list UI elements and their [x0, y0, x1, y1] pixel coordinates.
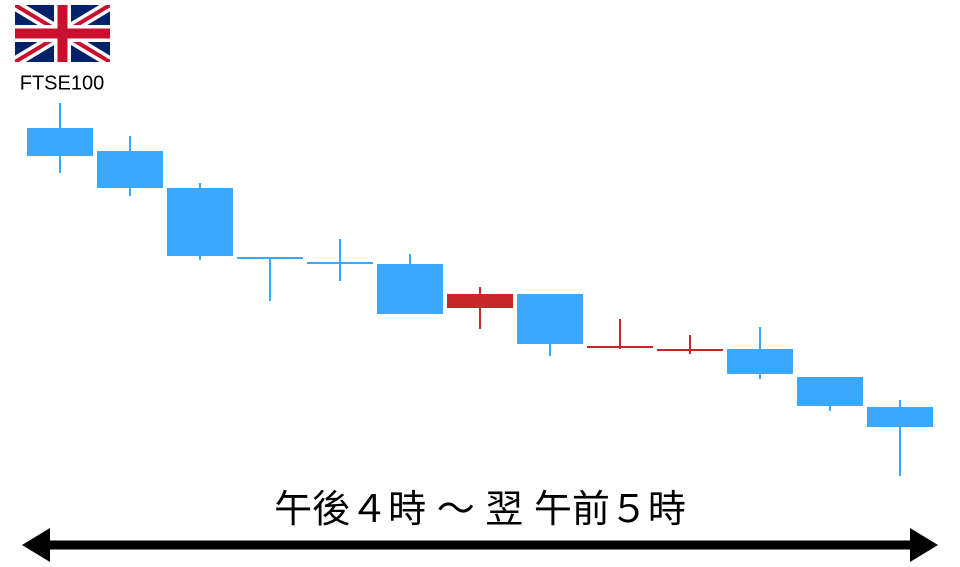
candle-body: [97, 151, 163, 188]
candle-body: [307, 262, 373, 264]
arrow: [22, 528, 938, 562]
candle-body: [27, 128, 93, 156]
candle-body: [237, 257, 303, 259]
uk-flag: [15, 5, 110, 62]
candle-body: [447, 294, 513, 308]
candle-body: [797, 377, 863, 406]
candle-body: [727, 349, 793, 374]
candle-body: [867, 407, 933, 427]
candle-body: [587, 346, 653, 348]
candle-body: [517, 294, 583, 344]
candle-body: [377, 264, 443, 314]
candle-body: [657, 349, 723, 351]
time-range: 午後４時 ～ 翌 午前５時: [274, 489, 686, 531]
index-label: FTSE100: [20, 72, 104, 94]
candle-body: [167, 188, 233, 256]
